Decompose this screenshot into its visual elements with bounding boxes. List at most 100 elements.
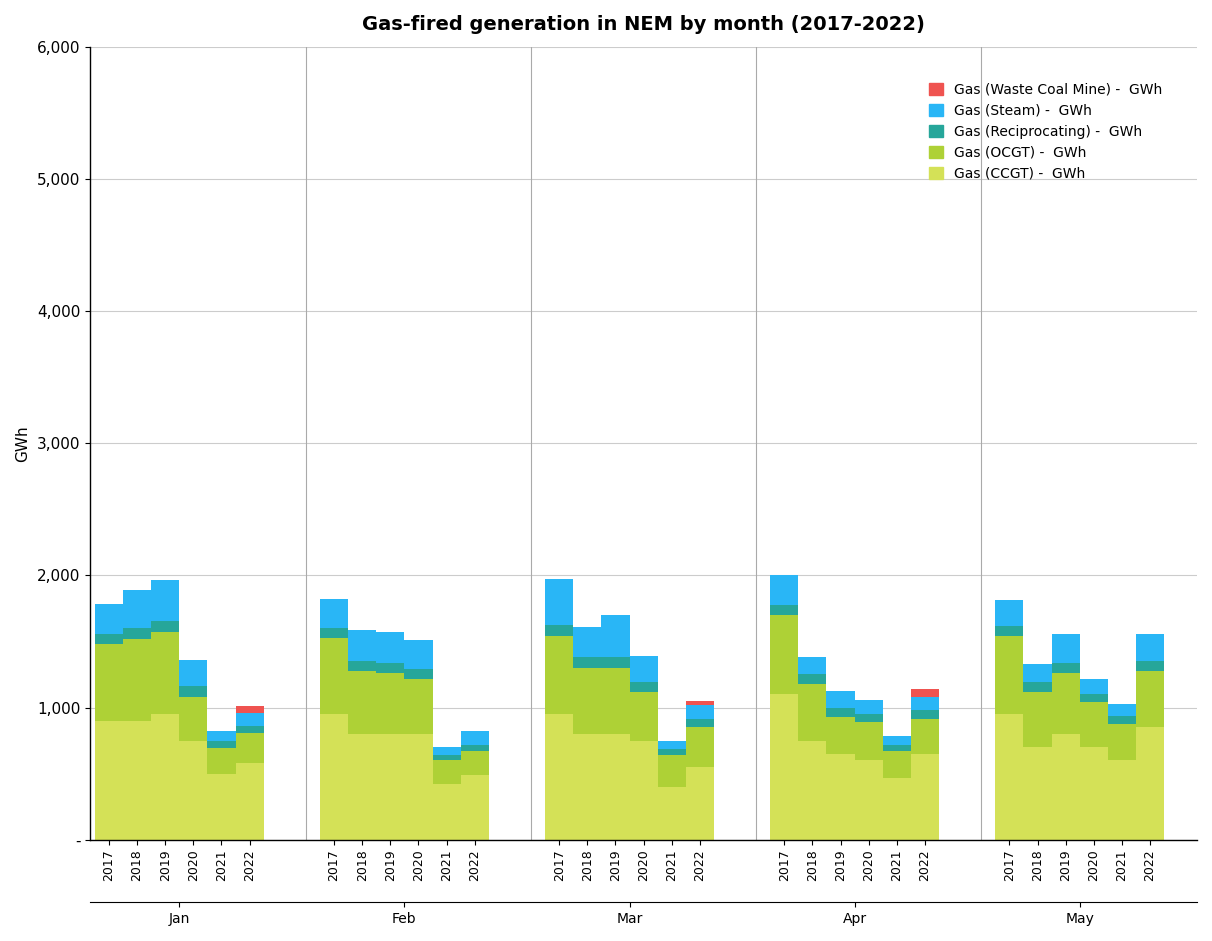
Bar bbox=[235, 726, 264, 733]
Bar bbox=[629, 741, 658, 839]
Bar bbox=[686, 701, 714, 705]
Bar bbox=[1052, 734, 1080, 839]
Bar bbox=[1023, 682, 1052, 692]
Bar bbox=[573, 734, 601, 839]
Bar bbox=[95, 645, 122, 721]
Bar bbox=[1023, 664, 1052, 682]
Bar bbox=[601, 668, 629, 734]
Bar bbox=[433, 784, 461, 839]
Bar bbox=[95, 604, 122, 633]
Bar bbox=[152, 621, 179, 632]
Bar bbox=[799, 657, 827, 674]
Bar bbox=[545, 580, 573, 625]
Bar bbox=[1136, 661, 1165, 671]
Bar bbox=[827, 754, 854, 839]
Bar bbox=[405, 678, 433, 734]
Bar bbox=[1136, 671, 1165, 727]
Bar bbox=[461, 745, 488, 751]
Bar bbox=[995, 636, 1023, 714]
Bar bbox=[235, 733, 264, 763]
Bar bbox=[911, 710, 939, 719]
Bar bbox=[348, 734, 376, 839]
Bar bbox=[461, 751, 488, 775]
Bar bbox=[1052, 634, 1080, 663]
Bar bbox=[207, 774, 235, 839]
Bar bbox=[1080, 747, 1108, 839]
Bar bbox=[854, 714, 882, 722]
Bar bbox=[827, 709, 854, 717]
Bar bbox=[376, 631, 405, 663]
Bar bbox=[827, 717, 854, 754]
Bar bbox=[207, 741, 235, 748]
Bar bbox=[1052, 673, 1080, 734]
Bar bbox=[1136, 727, 1165, 839]
Bar bbox=[207, 731, 235, 741]
Bar bbox=[235, 763, 264, 839]
Bar bbox=[770, 605, 799, 615]
Bar bbox=[854, 700, 882, 714]
Bar bbox=[799, 741, 827, 839]
Bar bbox=[1136, 634, 1165, 661]
Bar bbox=[461, 775, 488, 839]
Bar bbox=[911, 754, 939, 839]
Bar bbox=[686, 767, 714, 839]
Bar bbox=[405, 734, 433, 839]
Bar bbox=[770, 575, 799, 605]
Bar bbox=[207, 748, 235, 774]
Bar bbox=[995, 599, 1023, 627]
Bar bbox=[348, 661, 376, 671]
Bar bbox=[629, 656, 658, 682]
Bar bbox=[882, 777, 911, 839]
Bar bbox=[601, 734, 629, 839]
Bar bbox=[405, 640, 433, 669]
Bar bbox=[320, 638, 348, 714]
Bar bbox=[1052, 663, 1080, 673]
Bar bbox=[545, 714, 573, 839]
Bar bbox=[320, 714, 348, 839]
Bar bbox=[122, 590, 152, 628]
Bar bbox=[1023, 747, 1052, 839]
Bar bbox=[179, 741, 207, 839]
Bar bbox=[854, 722, 882, 760]
Bar bbox=[376, 673, 405, 734]
Bar bbox=[1080, 678, 1108, 694]
Bar bbox=[686, 720, 714, 727]
Bar bbox=[461, 731, 488, 745]
Bar bbox=[433, 746, 461, 756]
Bar bbox=[629, 682, 658, 692]
Bar bbox=[433, 759, 461, 784]
Bar bbox=[235, 713, 264, 726]
Bar bbox=[376, 663, 405, 673]
Bar bbox=[911, 697, 939, 710]
Bar bbox=[405, 669, 433, 678]
Bar bbox=[1080, 694, 1108, 702]
Bar bbox=[122, 639, 152, 721]
Bar bbox=[1108, 760, 1136, 839]
Bar bbox=[235, 707, 264, 713]
Bar bbox=[827, 691, 854, 709]
Bar bbox=[882, 736, 911, 744]
Bar bbox=[573, 668, 601, 734]
Bar bbox=[658, 749, 686, 755]
Bar bbox=[1080, 702, 1108, 747]
Bar bbox=[320, 628, 348, 638]
Bar bbox=[152, 714, 179, 839]
Bar bbox=[1108, 704, 1136, 716]
Bar bbox=[179, 660, 207, 686]
Bar bbox=[854, 760, 882, 839]
Bar bbox=[122, 628, 152, 639]
Bar bbox=[179, 686, 207, 697]
Bar bbox=[152, 580, 179, 621]
Bar bbox=[882, 751, 911, 777]
Bar bbox=[573, 627, 601, 658]
Title: Gas-fired generation in NEM by month (2017-2022): Gas-fired generation in NEM by month (20… bbox=[362, 15, 925, 34]
Bar bbox=[911, 689, 939, 697]
Bar bbox=[995, 714, 1023, 839]
Bar bbox=[320, 598, 348, 628]
Bar bbox=[348, 671, 376, 734]
Bar bbox=[799, 684, 827, 741]
Bar bbox=[995, 627, 1023, 636]
Legend: Gas (Waste Coal Mine) -  GWh, Gas (Steam) -  GWh, Gas (Reciprocating) -  GWh, Ga: Gas (Waste Coal Mine) - GWh, Gas (Steam)… bbox=[924, 77, 1168, 186]
Bar bbox=[1108, 716, 1136, 725]
Bar bbox=[770, 615, 799, 694]
